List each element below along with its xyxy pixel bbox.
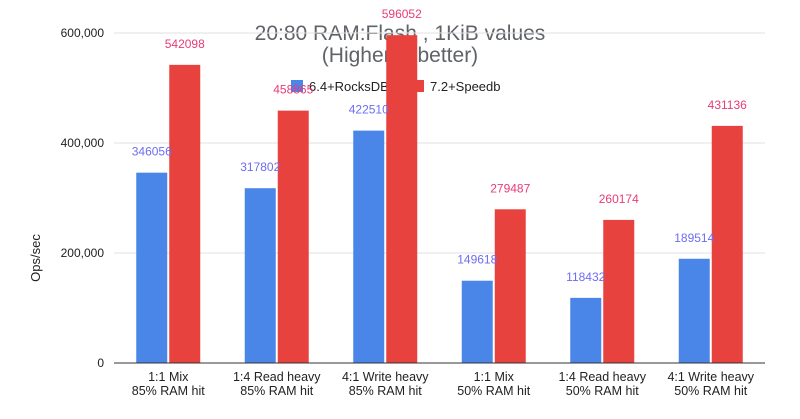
x-category-label: 85% RAM hit bbox=[240, 384, 313, 398]
x-category-label: 85% RAM hit bbox=[349, 384, 422, 398]
gridlines bbox=[114, 32, 765, 254]
x-category-label: 1:4 Read heavy bbox=[558, 370, 646, 384]
data-label-rocksdb: 346056 bbox=[132, 145, 172, 159]
x-category-label: 50% RAM hit bbox=[566, 384, 639, 398]
bar-speedb bbox=[169, 64, 201, 363]
y-tick-label: 400,000 bbox=[61, 136, 105, 150]
bars bbox=[136, 35, 743, 364]
bar-speedb bbox=[711, 125, 743, 363]
data-labels: 346056 542098 317802 458865 422510 596052 1496… bbox=[132, 7, 747, 284]
bar-rocksdb bbox=[678, 258, 710, 363]
x-category-label: 85% RAM hit bbox=[132, 384, 205, 398]
data-label-rocksdb: 317802 bbox=[240, 160, 280, 174]
legend-label-1: 6.4+RocksDB bbox=[309, 79, 389, 94]
x-category-label: 4:1 Write heavy bbox=[342, 370, 429, 384]
y-axis-label: Ops/sec bbox=[28, 234, 43, 282]
bar-rocksdb bbox=[461, 280, 493, 363]
legend-swatch-1 bbox=[291, 80, 303, 92]
bar-rocksdb bbox=[244, 188, 276, 363]
data-label-speedb: 596052 bbox=[382, 7, 422, 21]
x-category-label: 4:1 Write heavy bbox=[667, 370, 754, 384]
chart-legend: 6.4+RocksDB 7.2+Speedb bbox=[291, 79, 500, 94]
y-tick-label: 200,000 bbox=[61, 246, 105, 260]
x-category-label: 50% RAM hit bbox=[674, 384, 747, 398]
legend-label-2: 7.2+Speedb bbox=[430, 79, 500, 94]
y-tick-label: 0 bbox=[97, 356, 104, 370]
bar-speedb bbox=[603, 219, 635, 363]
data-label-speedb: 542098 bbox=[165, 37, 205, 51]
data-label-rocksdb: 422510 bbox=[349, 103, 389, 117]
data-label-rocksdb: 149618 bbox=[457, 253, 497, 267]
data-label-rocksdb: 189514 bbox=[674, 231, 714, 245]
data-label-speedb: 260174 bbox=[599, 192, 639, 206]
data-label-speedb: 458865 bbox=[273, 83, 313, 97]
x-category-label: 50% RAM hit bbox=[457, 384, 530, 398]
x-category-label: 1:1 Mix bbox=[148, 370, 189, 384]
x-category-label: 1:1 Mix bbox=[474, 370, 515, 384]
x-category-label: 1:4 Read heavy bbox=[233, 370, 321, 384]
bar-speedb bbox=[277, 110, 309, 363]
bar-rocksdb bbox=[570, 297, 602, 363]
bar-speedb bbox=[386, 35, 418, 364]
y-tick-label: 600,000 bbox=[61, 26, 105, 40]
bar-rocksdb bbox=[353, 130, 385, 363]
data-label-speedb: 431136 bbox=[708, 98, 747, 112]
bar-speedb bbox=[494, 209, 526, 363]
data-label-rocksdb: 118432 bbox=[566, 270, 605, 284]
y-axis-ticks: 0 200,000 400,000 600,000 bbox=[61, 26, 105, 370]
bar-rocksdb bbox=[136, 172, 168, 363]
data-label-speedb: 279487 bbox=[490, 181, 530, 195]
